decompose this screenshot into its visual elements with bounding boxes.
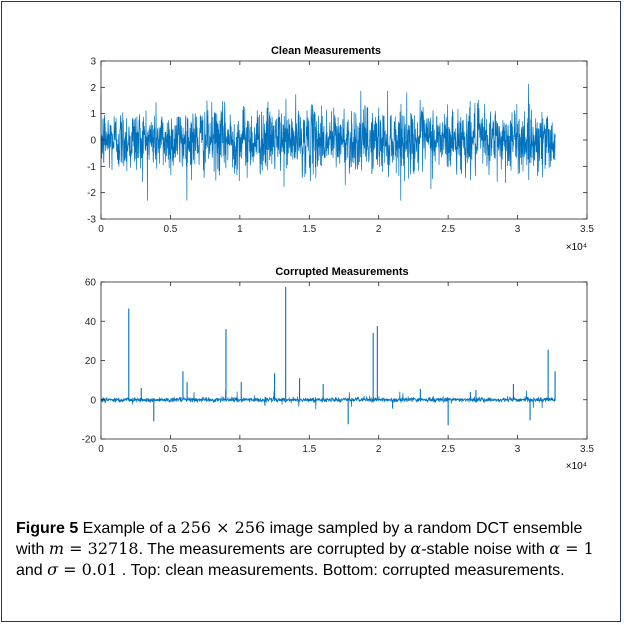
caption-text: Example of a: [78, 520, 181, 537]
plot-area: [100, 286, 556, 426]
caption-text: . The measurements are corrupted by: [138, 541, 411, 558]
caption-math: = 32718: [64, 539, 139, 558]
caption-math: = 0.01: [58, 560, 118, 579]
chart-title: Corrupted Measurements: [275, 266, 408, 278]
x-tick-label: 0.5: [163, 224, 177, 235]
caption-math: 256 × 256: [180, 518, 266, 537]
y-tick-label: -20: [82, 435, 97, 446]
x-exponent-label: ×10⁴: [566, 461, 587, 472]
caption-math: = 1: [560, 539, 594, 558]
x-exponent-label: ×10⁴: [566, 242, 587, 253]
caption-text: -stable noise with: [421, 541, 550, 558]
y-tick-label: 60: [85, 278, 97, 289]
y-tick-label: 3: [90, 57, 96, 68]
x-tick-label: 0: [98, 444, 104, 455]
x-tick-label: 3.5: [580, 224, 594, 235]
signal-trace: [100, 390, 556, 410]
y-tick-label: 0: [90, 395, 96, 406]
caption-text: and: [16, 562, 48, 579]
signal-trace: [100, 83, 556, 201]
x-tick-label: 1: [237, 444, 243, 455]
x-tick-label: 3: [515, 224, 521, 235]
caption-text: . Top: clean measurements. Bottom: corru…: [117, 562, 565, 579]
y-tick-label: 0: [90, 136, 96, 147]
x-tick-label: 3.5: [580, 444, 594, 455]
axes-box: [100, 281, 588, 440]
y-tick-label: 40: [85, 317, 97, 328]
y-tick-label: -1: [87, 162, 96, 173]
x-tick-label: 2: [376, 444, 382, 455]
caption-text: image sampled by a random DCT ensemble w…: [16, 520, 583, 558]
x-tick-label: 0.5: [163, 444, 177, 455]
y-tick-label: -3: [87, 215, 96, 226]
y-tick-label: 1: [90, 109, 96, 120]
x-tick-label: 2.5: [441, 444, 455, 455]
x-tick-label: 0: [98, 224, 104, 235]
x-tick-label: 1.5: [302, 444, 316, 455]
caption-math: m: [48, 539, 65, 558]
y-tick-label: 2: [90, 83, 96, 94]
x-tick-label: 1: [237, 224, 243, 235]
caption-math: α: [549, 539, 561, 558]
plot-area: [100, 83, 556, 201]
figure-label: Figure 5: [16, 520, 79, 537]
x-tick-label: 2.5: [441, 224, 455, 235]
chart-title: Clean Measurements: [271, 45, 381, 57]
x-tick-label: 2: [376, 224, 382, 235]
caption-math: α: [410, 539, 422, 558]
y-tick-label: -2: [87, 188, 96, 199]
axis-ticks: 0 0.5 1 1.5 2 2.5 3 3.5 -3 -2 -1 0 1 2 3: [87, 57, 594, 236]
corrupted-measurements-chart: Corrupted Measurements 0 0.5 1 1.5 2 2.5 3 3.5 -…: [82, 266, 595, 472]
y-tick-label: 20: [85, 356, 97, 367]
clean-measurements-chart: Clean Measurements 0 0.5 1 1.5 2 2.5 3 3.5 -3 -2 -…: [87, 45, 594, 253]
x-tick-label: 3: [515, 444, 521, 455]
x-tick-label: 1.5: [302, 224, 316, 235]
figure-caption: Figure 5 Example of a 256 × 256 image sa…: [16, 518, 610, 581]
caption-math: σ: [47, 560, 59, 579]
